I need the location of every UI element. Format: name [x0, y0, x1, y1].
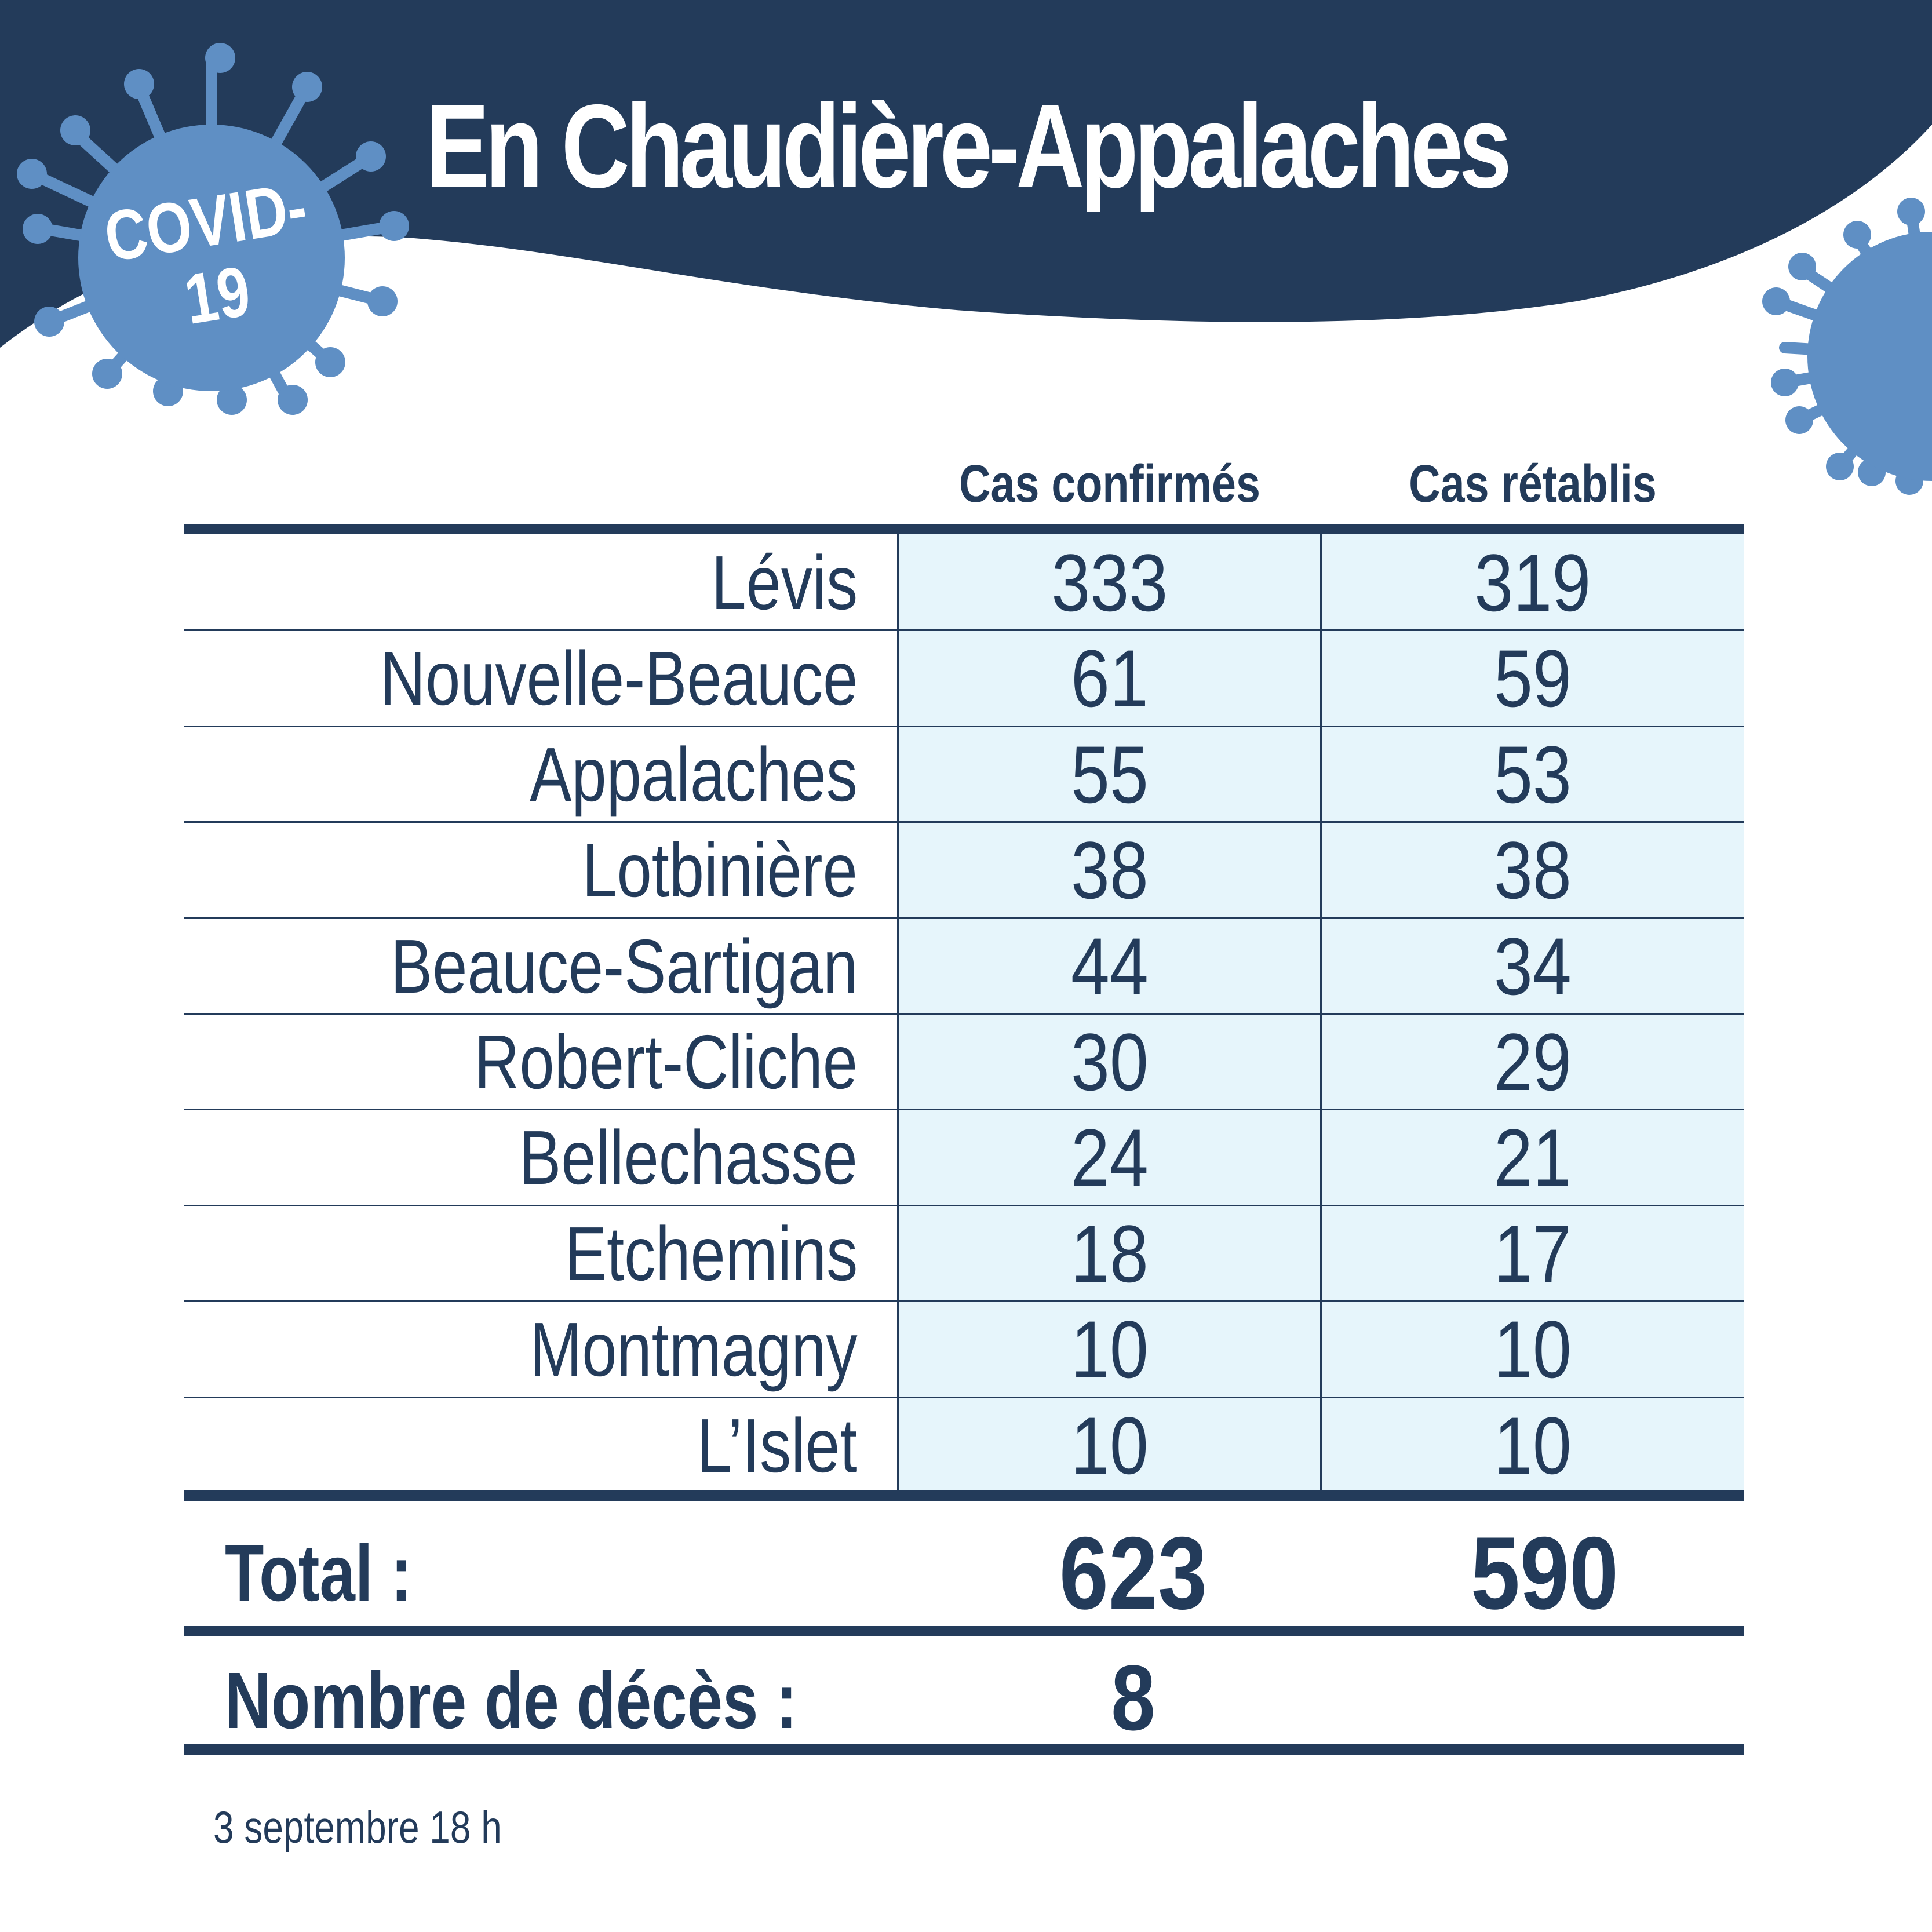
- deaths-rule: [184, 1744, 1744, 1755]
- confirmed-value: 44: [898, 920, 1321, 1012]
- page-title: En Chaudière-Appalaches: [426, 80, 1512, 213]
- row-divider: [184, 917, 1744, 919]
- recovered-value: 59: [1321, 638, 1744, 719]
- region-label: Bellechasse: [184, 1120, 858, 1196]
- row-divider: [184, 1204, 1744, 1206]
- row-divider: [184, 725, 1744, 727]
- virus-decoration-icon: [1762, 198, 1932, 495]
- confirmed-value: 24: [898, 1117, 1321, 1198]
- confirmed-number: 55: [1071, 728, 1149, 820]
- region-name: Nouvelle-Beauce: [380, 636, 858, 721]
- confirmed-value: 38: [898, 830, 1321, 911]
- region-label: Etchemins: [184, 1211, 858, 1296]
- confirmed-value: 61: [898, 638, 1321, 719]
- confirmed-number: 44: [1071, 920, 1149, 1012]
- recovered-value: 319: [1321, 542, 1744, 624]
- recovered-number: 53: [1494, 728, 1572, 820]
- recovered-number: 59: [1494, 633, 1572, 724]
- recovered-value: 10: [1321, 1309, 1744, 1390]
- recovered-value: 38: [1321, 830, 1744, 911]
- confirmed-number: 38: [1071, 825, 1149, 916]
- recovered-number: 21: [1494, 1112, 1572, 1204]
- total-confirmed: 623: [921, 1522, 1344, 1625]
- total-label: Total :: [225, 1529, 412, 1618]
- column-header-recovered: Cas rétablis: [1409, 454, 1657, 513]
- recovered-value: 29: [1321, 1022, 1744, 1103]
- row-divider: [184, 1013, 1744, 1015]
- region-label: Montmagny: [184, 1311, 858, 1388]
- confirmed-number: 10: [1071, 1304, 1149, 1395]
- region-name: L’Islet: [697, 1402, 858, 1488]
- row-divider: [184, 1300, 1744, 1303]
- region-name: Etchemins: [564, 1211, 858, 1296]
- region-label: Nouvelle-Beauce: [184, 640, 858, 717]
- region-name: Lotbinière: [582, 828, 858, 913]
- region-label: Lotbinière: [184, 832, 858, 909]
- recovered-number: 10: [1494, 1304, 1572, 1395]
- row-divider: [184, 1396, 1744, 1398]
- confirmed-number: 61: [1071, 633, 1149, 724]
- recovered-number: 38: [1494, 825, 1572, 916]
- recovered-number: 319: [1474, 537, 1591, 628]
- row-divider: [184, 1109, 1744, 1111]
- column-divider: [1320, 528, 1322, 1493]
- confirmed-value: 30: [898, 1022, 1321, 1103]
- region-label: Lévis: [184, 545, 858, 621]
- confirmed-number: 24: [1071, 1112, 1149, 1204]
- recovered-value: 17: [1321, 1213, 1744, 1295]
- confirmed-value: 55: [898, 734, 1321, 815]
- recovered-value: 34: [1321, 920, 1744, 1012]
- column-header-confirmed: Cas confirmés: [959, 454, 1260, 513]
- total-confirmed-number: 623: [1059, 1515, 1207, 1631]
- confirmed-value: 10: [898, 1405, 1321, 1486]
- recovered-value: 53: [1321, 734, 1744, 815]
- region-name: Bellechasse: [519, 1115, 858, 1201]
- region-name: Beauce-Sartigan: [390, 923, 858, 1009]
- confirmed-value: 333: [898, 542, 1321, 624]
- region-label: L’Islet: [184, 1402, 858, 1488]
- deaths-label: Nombre de décès :: [225, 1656, 797, 1745]
- region-name: Montmagny: [530, 1307, 858, 1393]
- total-recovered-number: 590: [1470, 1515, 1618, 1631]
- table-bottom-rule: [184, 1490, 1744, 1501]
- confirmed-number: 10: [1071, 1399, 1149, 1491]
- region-label: Beauce-Sartigan: [184, 928, 858, 1005]
- confirmed-number: 18: [1071, 1208, 1149, 1299]
- region-name: Lévis: [711, 540, 858, 625]
- deaths-number: 8: [1110, 1646, 1155, 1749]
- total-recovered: 590: [1333, 1522, 1756, 1625]
- region-name: Appalaches: [530, 731, 858, 817]
- confirmed-number: 30: [1071, 1016, 1149, 1107]
- confirmed-value: 10: [898, 1309, 1321, 1390]
- recovered-number: 34: [1494, 920, 1572, 1012]
- deaths-value: 8: [921, 1652, 1344, 1744]
- row-divider: [184, 821, 1744, 823]
- total-rule: [184, 1626, 1744, 1636]
- region-label: Robert-Cliche: [184, 1024, 858, 1100]
- column-divider: [897, 528, 899, 1493]
- header-wave: [0, 0, 1932, 348]
- recovered-value: 10: [1321, 1405, 1744, 1486]
- recovered-number: 17: [1494, 1208, 1572, 1299]
- region-label: Appalaches: [184, 731, 858, 817]
- row-divider: [184, 629, 1744, 632]
- recovered-number: 10: [1494, 1399, 1572, 1491]
- covid-virus-icon: [17, 43, 409, 415]
- recovered-value: 21: [1321, 1117, 1744, 1198]
- timestamp: 3 septembre 18 h: [213, 1802, 502, 1853]
- recovered-number: 29: [1494, 1016, 1572, 1107]
- confirmed-value: 18: [898, 1213, 1321, 1295]
- table-top-rule: [184, 524, 1744, 534]
- region-name: Robert-Cliche: [474, 1019, 858, 1104]
- confirmed-number: 333: [1051, 537, 1168, 628]
